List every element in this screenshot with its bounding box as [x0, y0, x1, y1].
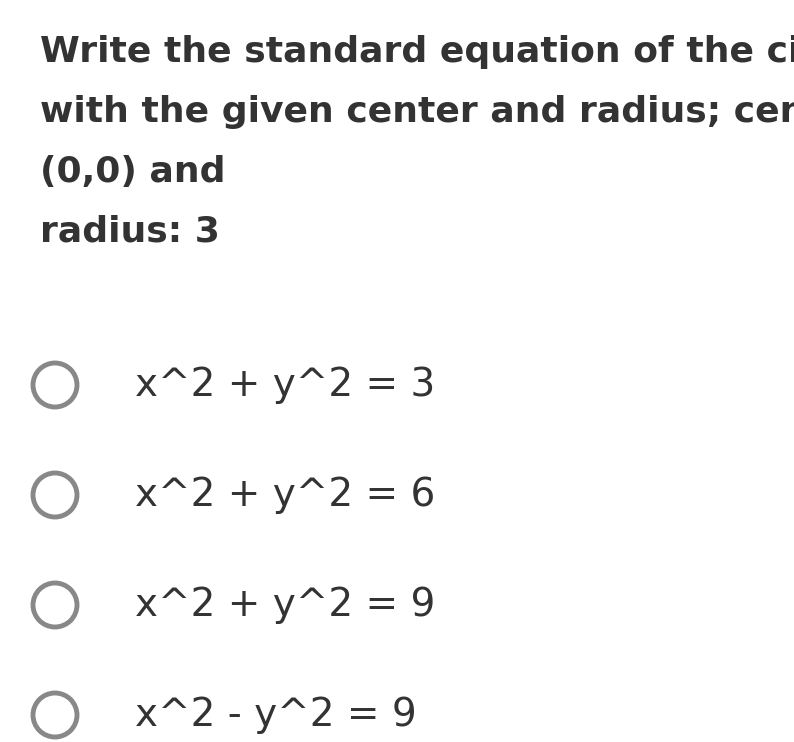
Text: Write the standard equation of the circle: Write the standard equation of the circl…	[40, 35, 794, 69]
Text: radius: 3: radius: 3	[40, 215, 220, 249]
Text: with the given center and radius; center: with the given center and radius; center	[40, 95, 794, 129]
Text: x^2 - y^2 = 9: x^2 - y^2 = 9	[135, 696, 417, 734]
Text: x^2 + y^2 = 9: x^2 + y^2 = 9	[135, 586, 435, 624]
Text: (0,0) and: (0,0) and	[40, 155, 225, 189]
Text: x^2 + y^2 = 6: x^2 + y^2 = 6	[135, 476, 435, 514]
Text: x^2 + y^2 = 3: x^2 + y^2 = 3	[135, 366, 435, 404]
